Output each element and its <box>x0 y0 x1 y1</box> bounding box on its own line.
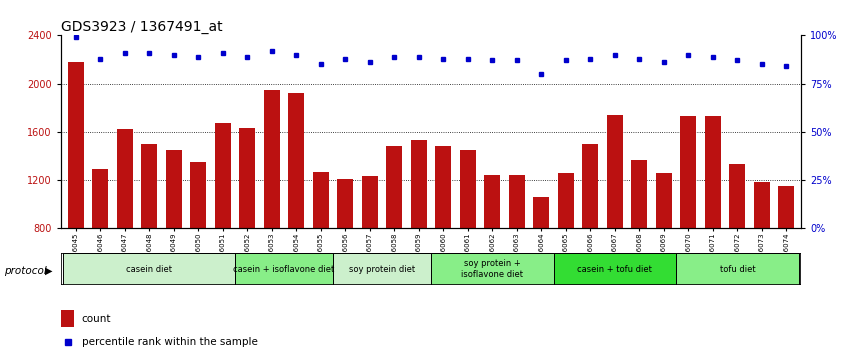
Bar <box>607 115 623 325</box>
Bar <box>117 130 133 325</box>
Text: casein + tofu diet: casein + tofu diet <box>578 264 652 274</box>
Text: protocol: protocol <box>4 266 47 276</box>
Bar <box>676 253 799 285</box>
Bar <box>729 164 745 325</box>
Bar <box>656 173 672 325</box>
Bar <box>558 173 574 325</box>
Text: tofu diet: tofu diet <box>720 264 755 274</box>
Bar <box>215 124 231 325</box>
Bar <box>239 128 255 325</box>
Text: GDS3923 / 1367491_at: GDS3923 / 1367491_at <box>61 21 222 34</box>
Bar <box>68 62 84 325</box>
Bar <box>411 140 426 325</box>
Text: percentile rank within the sample: percentile rank within the sample <box>81 337 257 347</box>
Bar <box>235 253 333 285</box>
Bar <box>61 310 74 327</box>
Bar <box>190 162 206 325</box>
Bar <box>705 116 721 325</box>
Bar <box>63 253 235 285</box>
Text: casein + isoflavone diet: casein + isoflavone diet <box>233 264 334 274</box>
Bar <box>141 144 157 325</box>
Bar <box>754 182 770 325</box>
Bar <box>166 150 182 325</box>
Text: soy protein +
isoflavone diet: soy protein + isoflavone diet <box>461 259 524 279</box>
Bar <box>362 177 377 325</box>
Bar <box>436 146 451 325</box>
Bar <box>387 146 402 325</box>
Bar <box>431 253 553 285</box>
Bar <box>92 169 108 325</box>
Bar <box>533 197 549 325</box>
Bar <box>680 116 696 325</box>
Bar <box>313 172 329 325</box>
Text: casein diet: casein diet <box>126 264 172 274</box>
Bar <box>778 185 794 325</box>
Bar <box>333 253 431 285</box>
Bar <box>264 90 280 325</box>
Bar <box>631 160 647 325</box>
Bar <box>460 150 475 325</box>
Bar <box>288 93 305 325</box>
Bar <box>553 253 676 285</box>
Bar <box>582 144 598 325</box>
Text: ▶: ▶ <box>46 266 52 276</box>
Bar <box>508 175 525 325</box>
Text: soy protein diet: soy protein diet <box>349 264 415 274</box>
Bar <box>338 179 354 325</box>
Bar <box>485 175 500 325</box>
Text: count: count <box>81 314 111 324</box>
